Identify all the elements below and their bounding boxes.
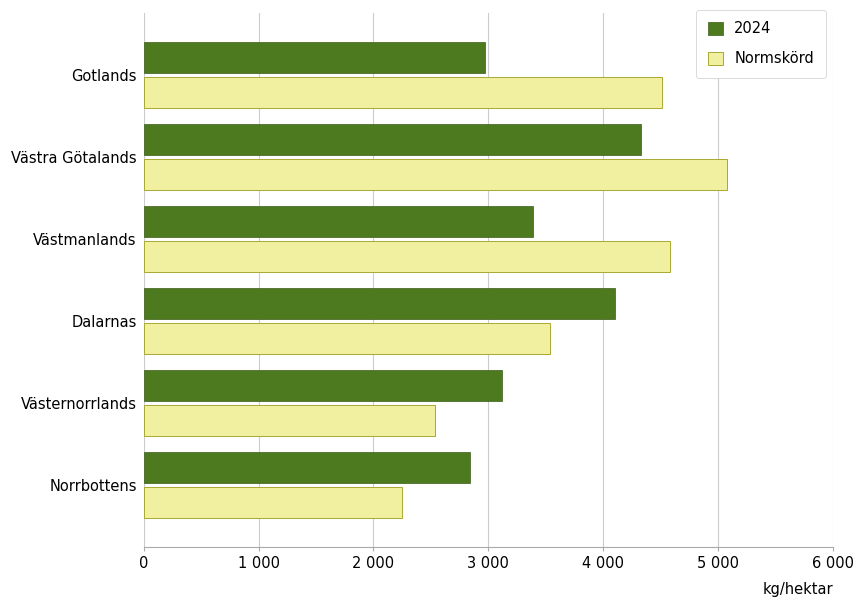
Bar: [144, 288, 615, 319]
Bar: [144, 323, 550, 354]
X-axis label: kg/hektar: kg/hektar: [762, 582, 833, 597]
Legend: 2024, Normskörd: 2024, Normskörd: [696, 10, 825, 78]
Bar: [144, 123, 641, 155]
Bar: [144, 159, 727, 190]
Bar: [144, 405, 435, 437]
Bar: [144, 487, 402, 519]
Bar: [144, 41, 485, 73]
Bar: [144, 370, 502, 401]
Bar: [144, 452, 470, 483]
Bar: [144, 241, 670, 272]
Bar: [144, 206, 533, 237]
Bar: [144, 77, 662, 108]
